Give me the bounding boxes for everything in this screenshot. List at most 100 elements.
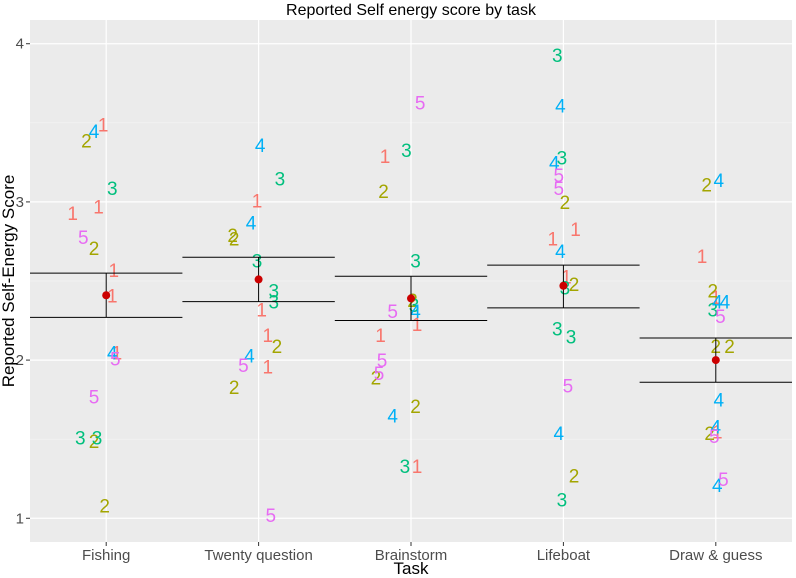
data-point: 2: [89, 239, 100, 260]
data-point: 4: [714, 171, 725, 192]
data-point: 2: [371, 369, 382, 390]
data-point: 4: [244, 346, 255, 367]
data-point: 1: [375, 326, 386, 347]
data-point: 4: [89, 122, 100, 143]
data-point: 3: [552, 46, 563, 67]
x-axis-ticks: Fishing Twenty question Brainstorm Lifeboat…: [82, 542, 762, 564]
data-point: 5: [387, 302, 398, 323]
data-point: 3: [409, 296, 420, 317]
data-point: 1: [547, 229, 558, 250]
data-point: 1: [109, 261, 120, 282]
data-point: 2: [707, 282, 718, 303]
data-point: 4: [246, 214, 257, 235]
data-point: 4: [410, 302, 421, 323]
data-point: 5: [110, 350, 121, 371]
data-point: 5: [78, 228, 89, 249]
data-point: 5: [377, 351, 388, 372]
x-tick-label: Draw & guess: [669, 547, 762, 564]
data-point: 3: [410, 252, 421, 273]
data-point: 1: [112, 343, 123, 364]
mean-point: [559, 281, 568, 290]
data-point: 5: [718, 470, 729, 491]
data-point: 4: [712, 293, 723, 314]
data-point: 1: [697, 247, 708, 268]
data-point: 1: [412, 315, 423, 336]
data-point: 3: [107, 179, 118, 200]
data-point: 2: [272, 337, 283, 358]
data-point: 3: [269, 293, 280, 314]
data-point: 2: [81, 131, 92, 152]
data-point: 3: [269, 282, 280, 303]
data-point: 5: [715, 307, 726, 328]
data-point: 5: [554, 179, 565, 200]
data-point: 2: [701, 176, 712, 197]
data-point: 2: [724, 337, 735, 358]
data-point: 2: [569, 467, 580, 488]
data-point: 1: [67, 204, 78, 225]
data-point: 4: [554, 424, 565, 445]
data-point: 2: [704, 424, 715, 445]
x-tick-label: Twenty question: [204, 547, 312, 564]
data-point: 4: [711, 418, 722, 439]
data-point: 4: [712, 476, 723, 497]
y-tick-label: 1: [16, 510, 24, 527]
data-point: 3: [552, 320, 563, 341]
data-point: 3: [707, 301, 718, 322]
data-point: 1: [712, 422, 723, 443]
data-point: 1: [262, 326, 273, 347]
data-point: 4: [720, 293, 731, 314]
y-tick-label: 3: [16, 194, 24, 211]
data-point: 3: [557, 149, 568, 170]
data-point: 4: [555, 242, 566, 263]
data-point: 5: [374, 364, 385, 385]
data-point: 5: [709, 427, 720, 448]
data-point: 3: [275, 169, 286, 190]
y-tick-label: 2: [16, 352, 24, 369]
data-point: 1: [711, 288, 722, 309]
data-point: 2: [569, 275, 580, 296]
mean-ci-markers: [30, 256, 792, 383]
data-point: 4: [255, 136, 266, 157]
data-point: 3: [401, 141, 412, 162]
data-point: 1: [252, 191, 263, 212]
x-tick-label: Fishing: [82, 547, 130, 564]
data-point: 3: [400, 457, 411, 478]
data-point: 2: [99, 497, 110, 518]
data-point: 3: [566, 327, 577, 348]
x-axis-title: Task: [394, 559, 429, 578]
data-point: 5: [238, 356, 249, 377]
data-point: 2: [227, 226, 238, 247]
y-axis-title: Reported Self-Energy Score: [0, 175, 18, 388]
data-point: 2: [229, 229, 240, 250]
data-point: 1: [98, 115, 109, 136]
data-point: 2: [410, 397, 421, 418]
data-point: 5: [415, 93, 426, 114]
mean-point: [254, 275, 263, 284]
data-point: 5: [563, 376, 574, 397]
x-tick-label: Brainstorm: [375, 547, 448, 564]
data-point: 2: [560, 193, 571, 214]
y-axis-ticks: 1 2 3 4: [16, 36, 30, 527]
data-point: 5: [554, 166, 565, 187]
data-point: 2: [378, 182, 389, 203]
mean-point: [102, 291, 111, 300]
data-point: 4: [549, 153, 560, 174]
data-point: 3: [75, 429, 86, 450]
data-point: 1: [256, 301, 267, 322]
data-point: 2: [229, 378, 240, 399]
data-point: 2: [89, 432, 100, 453]
x-tick-label: Lifeboat: [537, 547, 591, 564]
data-point: 4: [555, 97, 566, 118]
data-point: 3: [92, 429, 103, 450]
mean-point: [711, 356, 720, 365]
data-point: 4: [387, 407, 398, 428]
data-point: 3: [557, 490, 568, 511]
data-point: 5: [89, 388, 100, 409]
data-point: 1: [93, 198, 104, 219]
data-point: 1: [380, 147, 391, 168]
data-point: 1: [570, 220, 581, 241]
chart-title: Reported Self energy score by task: [286, 2, 537, 19]
mean-point: [407, 294, 415, 303]
data-point: 4: [714, 391, 725, 412]
